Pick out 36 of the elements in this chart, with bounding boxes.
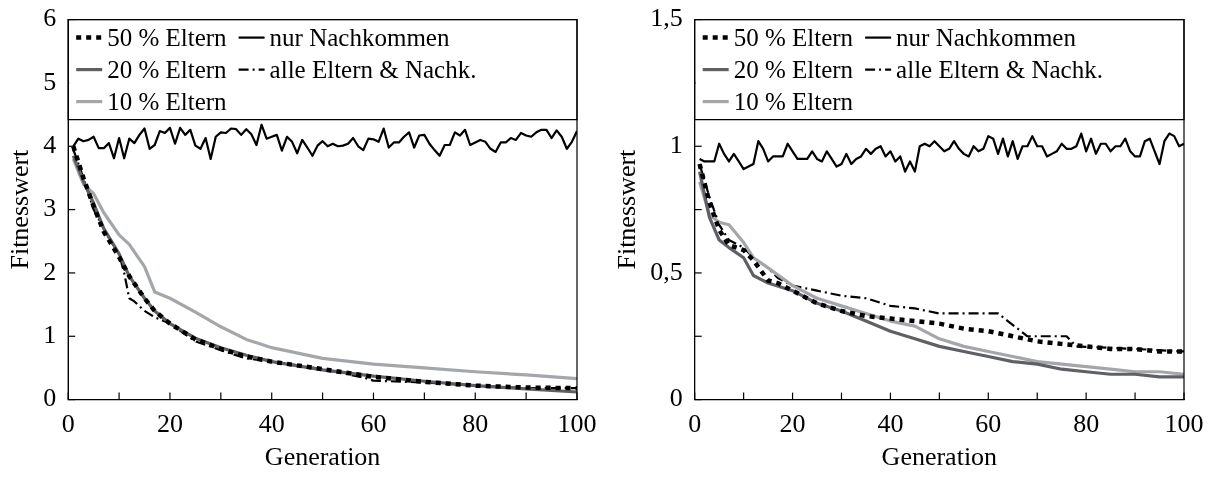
x-tick-label: 100 [1164,409,1204,439]
legend-label: alle Eltern & Nachk. [896,56,1103,84]
x-tick-label: 20 [779,409,806,439]
y-tick-label: 0 [43,383,57,413]
legend-label: 10 % Eltern [107,88,228,116]
legend-label: 20 % Eltern [107,56,228,84]
legend-label: 50 % Eltern [107,24,228,52]
x-axis-title: Generation [881,442,998,472]
y-tick-label: 5 [43,66,57,96]
y-tick-label: 0,5 [650,256,683,286]
x-tick-label: 80 [462,409,489,439]
x-tick-label: 40 [258,409,285,439]
x-tick-label: 0 [688,409,702,439]
x-axis-title: Generation [264,442,381,472]
y-tick-label: 1 [43,320,57,350]
y-tick-label: 1 [669,130,683,160]
x-tick-label: 80 [1073,409,1100,439]
legend-label: nur Nachkommen [896,24,1077,52]
x-tick-label: 60 [360,409,387,439]
y-tick-label: 4 [43,130,57,160]
legend-label: nur Nachkommen [269,24,450,52]
x-tick-label: 20 [156,409,183,439]
y-axis-title: Fitnesswert [5,148,35,270]
legend-label: alle Eltern & Nachk. [269,56,477,84]
y-tick-label: 6 [43,3,57,33]
legend-label: 10 % Eltern [733,88,854,116]
x-tick-label: 40 [877,409,904,439]
legend-label: 50 % Eltern [733,24,854,52]
y-tick-label: 3 [43,193,57,223]
y-tick-label: 0 [669,383,683,413]
legend-label: 20 % Eltern [733,56,854,84]
y-tick-label: 2 [43,256,57,286]
y-axis-title: Fitnesswert [612,148,642,270]
x-tick-label: 60 [975,409,1002,439]
y-tick-label: 1,5 [650,3,683,33]
x-tick-label: 100 [557,409,597,439]
